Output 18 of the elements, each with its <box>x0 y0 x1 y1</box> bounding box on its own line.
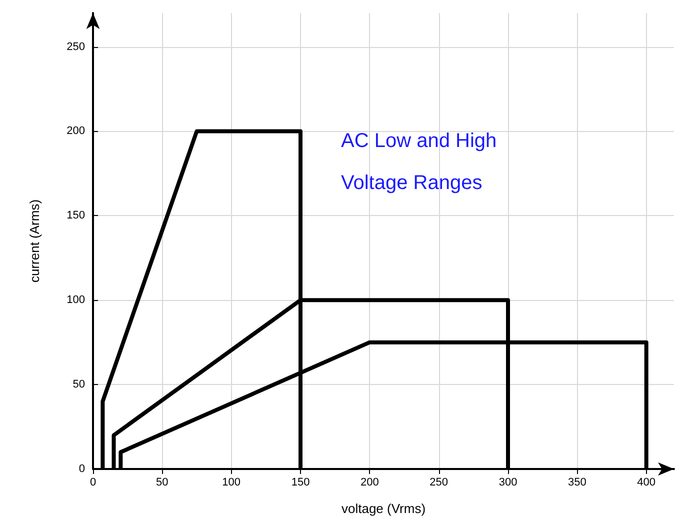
x-axis-title: voltage (Vrms) <box>341 501 426 516</box>
x-tick-label: 150 <box>291 476 310 488</box>
x-tick-label: 400 <box>637 476 656 488</box>
x-tick-label: 350 <box>568 476 586 488</box>
x-tick-label: 0 <box>90 476 96 488</box>
y-tick-label: 100 <box>66 294 85 306</box>
y-tick-label: 50 <box>72 378 85 391</box>
y-tick-label: 150 <box>66 210 85 222</box>
x-tick-label: 300 <box>498 476 518 488</box>
y-tick-label: 0 <box>78 463 85 475</box>
x-tick-label: 200 <box>360 476 379 488</box>
x-tick-label: 100 <box>222 476 241 488</box>
y-axis-title: current (Arms) <box>27 199 42 283</box>
y-tick-label: 250 <box>66 40 85 53</box>
annotation: AC Low and High Voltage Ranges <box>341 130 502 194</box>
y-tick-label: 200 <box>66 125 85 138</box>
x-tick-label: 250 <box>430 476 448 488</box>
x-tick-label: 50 <box>156 476 168 488</box>
